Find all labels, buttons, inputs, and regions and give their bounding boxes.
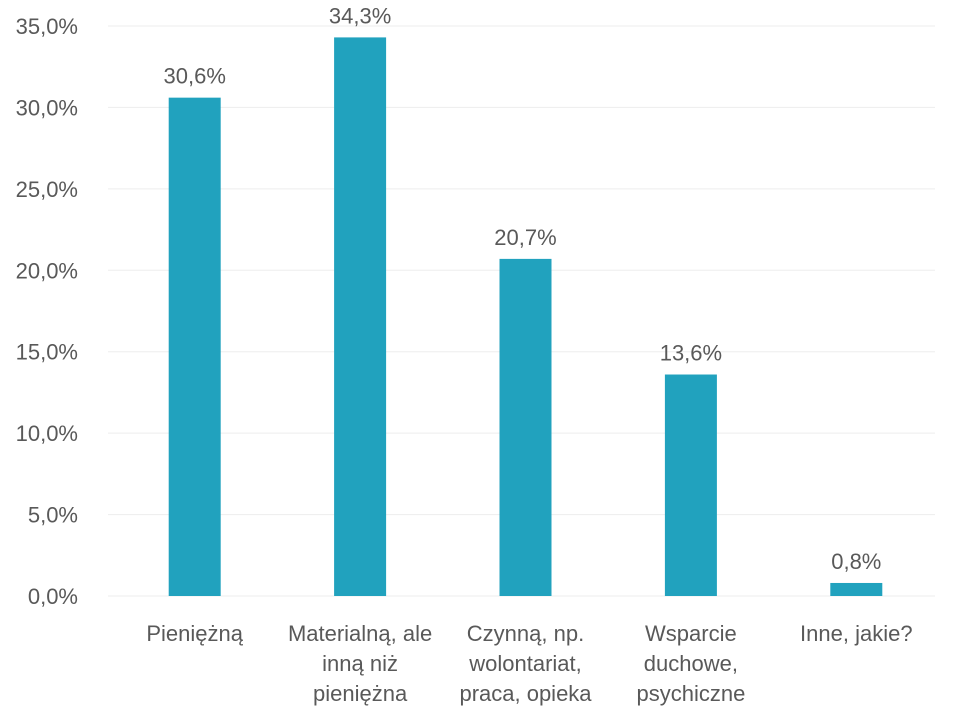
category-label: Czynną, np. wolontariat, praca, opieka <box>459 621 592 706</box>
bar-value-label: 34,3% <box>329 3 391 28</box>
y-tick-label: 0,0% <box>28 584 78 609</box>
bar <box>168 97 221 597</box>
y-tick-label: 30,0% <box>16 95 78 120</box>
category-label-line: Inne, jakie? <box>800 621 913 646</box>
bars <box>168 37 883 597</box>
bar-value-label: 0,8% <box>831 549 881 574</box>
category-label-line: wolontariat, <box>468 651 582 676</box>
category-label-line: praca, opieka <box>459 681 592 706</box>
y-tick-label: 10,0% <box>16 421 78 446</box>
category-label-line: duchowe, <box>644 651 738 676</box>
category-label: Materialną, ale inną niż pieniężna <box>288 621 432 706</box>
bar <box>334 37 387 596</box>
category-label-line: pieniężna <box>313 681 408 706</box>
bar-value-label: 20,7% <box>494 225 556 250</box>
y-tick-label: 20,0% <box>16 258 78 283</box>
category-label-line: Czynną, np. <box>467 621 584 646</box>
data-labels: 30,6% 34,3% 20,7% 13,6% 0,8% <box>164 3 882 574</box>
category-label-line: Wsparcie <box>645 621 737 646</box>
category-labels: Pieniężną Materialną, ale inną niż pieniężn… <box>146 621 912 706</box>
category-label-line: Materialną, ale <box>288 621 432 646</box>
y-tick-label: 35,0% <box>16 14 78 39</box>
y-tick-label: 25,0% <box>16 177 78 202</box>
category-label: Pieniężną <box>146 621 243 646</box>
category-label: Inne, jakie? <box>800 621 913 646</box>
bar-value-label: 30,6% <box>164 64 226 89</box>
y-tick-label: 15,0% <box>16 340 78 365</box>
category-label-line: inną niż <box>322 651 398 676</box>
category-label-line: psychiczne <box>636 681 745 706</box>
bar <box>664 374 717 596</box>
category-label-line: Pieniężną <box>146 621 243 646</box>
y-axis-ticks: 0,0% 5,0% 10,0% 15,0% 20,0% 25,0% 30,0% 35,0% <box>16 14 78 609</box>
bar <box>499 258 552 596</box>
bar-value-label: 13,6% <box>660 341 722 366</box>
category-label: Wsparcie duchowe, psychiczne <box>636 621 745 706</box>
bar <box>830 582 883 596</box>
y-tick-label: 5,0% <box>28 503 78 528</box>
